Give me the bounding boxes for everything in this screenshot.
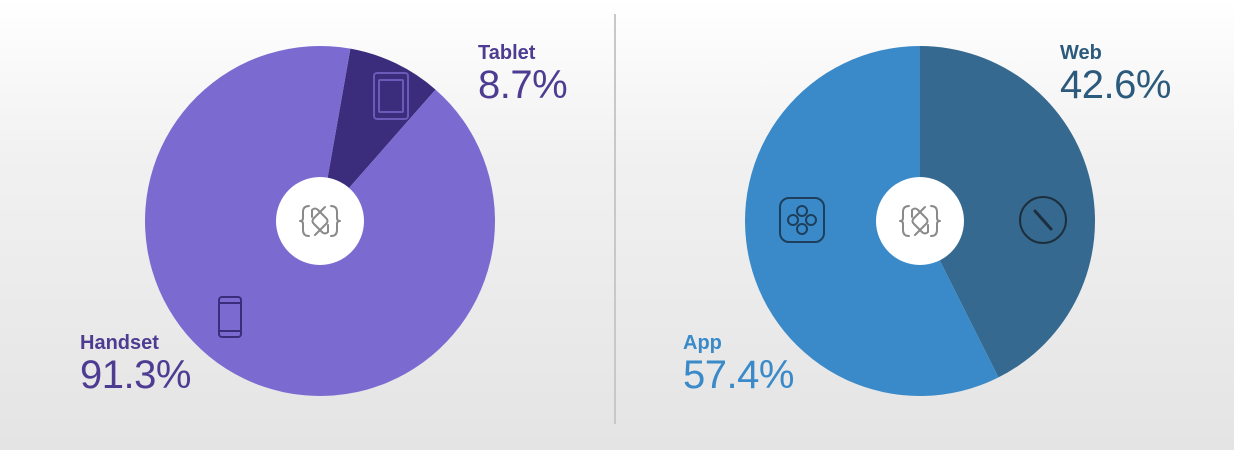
app-percent: 57.4% [683,353,794,397]
app-icon [779,197,825,243]
handset-icon [218,296,242,338]
web-percent: 42.6% [1060,63,1171,107]
pie-slice-app [744,46,999,397]
web-name: Web [1060,42,1102,64]
pie-slice-tablet [320,48,436,221]
app-logo-icon [299,205,341,237]
app-label: App 57.4% [683,333,794,395]
tablet-label: Tablet 8.7% [478,42,568,107]
handset-label: Handset 91.3% [80,333,191,395]
compass-icon [1019,196,1067,244]
tablet-percent: 8.7% [478,63,568,107]
web-label: Web 42.6% [1060,43,1171,105]
tablet-name: Tablet [478,42,536,64]
app-logo-icon [899,205,941,237]
tablet-icon [373,72,409,120]
handset-percent: 91.3% [80,353,191,397]
app-name: App [683,332,722,354]
donut-hole-left [276,177,364,265]
pie-slice-web [920,46,1095,378]
platform-pie [744,46,1095,397]
donut-hole-right [876,177,964,265]
handset-name: Handset [80,332,159,354]
